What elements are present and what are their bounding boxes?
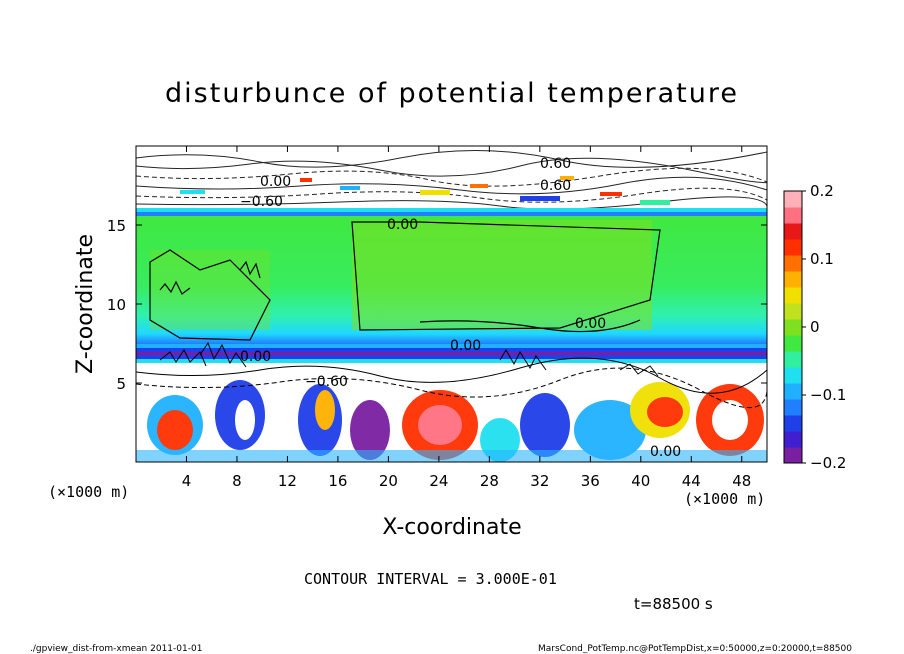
- chart-title: disturbunce of potential temperature: [165, 78, 739, 109]
- colorbar-ticks: 0.2 0.1 0 −0.1 −0.2: [802, 182, 846, 472]
- contour-labels: 0.00 0.00 0.00 0.00 0.00 0.00 −0.60 −0.6…: [240, 156, 681, 460]
- y-tick-label: 15: [107, 217, 126, 235]
- x-tick-label: 40: [631, 472, 650, 490]
- x-tick-label: 32: [530, 472, 549, 490]
- colorbar: [784, 191, 802, 464]
- colorbar-swatch: [784, 447, 802, 464]
- colorbar-swatch: [784, 431, 802, 448]
- contour-interval: CONTOUR INTERVAL = 3.000E-01: [304, 570, 557, 588]
- colorbar-tick-label: 0.1: [810, 250, 834, 268]
- colorbar-tick-label: −0.1: [810, 386, 846, 404]
- colorbar-swatch: [784, 335, 802, 352]
- x-axis-label: X-coordinate: [382, 515, 521, 540]
- contour-label: 0.00: [260, 174, 291, 190]
- colorbar-swatch: [784, 415, 802, 432]
- colorbar-swatch: [784, 191, 802, 208]
- contour-label: −0.60: [240, 194, 283, 210]
- x-tick-label: 8: [232, 472, 242, 490]
- colorbar-swatch: [784, 239, 802, 256]
- y-axis: 5 10 15: [107, 217, 767, 393]
- contour-label: 0.60: [540, 178, 571, 194]
- x-tick-label: 24: [429, 472, 448, 490]
- y-axis-label: Z-coordinate: [73, 234, 98, 374]
- colorbar-tick-label: 0.2: [810, 182, 834, 200]
- x-tick-label: 48: [732, 472, 751, 490]
- x-axis: 4 8 12 16 20 24 28 32 36 40 44 48: [182, 146, 751, 490]
- contour-label: 0.00: [387, 217, 418, 233]
- colorbar-swatch: [784, 207, 802, 224]
- x-tick-label: 36: [581, 472, 600, 490]
- contour-label: 0.00: [450, 338, 481, 354]
- time-label: t=88500 s: [634, 595, 713, 613]
- footer-right: MarsCond_PotTemp.nc@PotTempDist,x=0:5000…: [538, 644, 852, 654]
- colorbar-swatch: [784, 351, 802, 368]
- contour-label: 0.00: [650, 444, 681, 460]
- x-tick-label: 12: [278, 472, 297, 490]
- colorbar-swatch: [784, 255, 802, 272]
- x-tick-label: 4: [182, 472, 192, 490]
- contour-label: 0.00: [575, 316, 606, 332]
- y-tick-label: 5: [116, 375, 126, 393]
- contour-label: −0.60: [305, 374, 348, 390]
- colorbar-swatch: [784, 399, 802, 416]
- x-tick-label: 28: [480, 472, 499, 490]
- colorbar-swatch: [784, 223, 802, 240]
- x-unit-left: (×1000 m): [48, 483, 129, 501]
- x-tick-label: 44: [682, 472, 701, 490]
- heatmap-field: [136, 146, 767, 462]
- contour-label: 0.00: [240, 349, 271, 365]
- x-tick-label: 20: [379, 472, 398, 490]
- colorbar-tick-label: 0: [810, 318, 820, 336]
- colorbar-swatch: [784, 287, 802, 304]
- colorbar-tick-label: −0.2: [810, 454, 846, 472]
- y-tick-label: 10: [107, 296, 126, 314]
- x-unit-right: (×1000 m): [684, 490, 765, 508]
- contour-label: 0.60: [540, 156, 571, 172]
- colorbar-swatch: [784, 271, 802, 288]
- colorbar-swatch: [784, 383, 802, 400]
- colorbar-swatch: [784, 367, 802, 384]
- x-tick-label: 16: [328, 472, 347, 490]
- colorbar-swatch: [784, 319, 802, 336]
- colorbar-swatch: [784, 303, 802, 320]
- footer-left: ./gpview_dist-from-xmean 2011-01-01: [30, 644, 202, 654]
